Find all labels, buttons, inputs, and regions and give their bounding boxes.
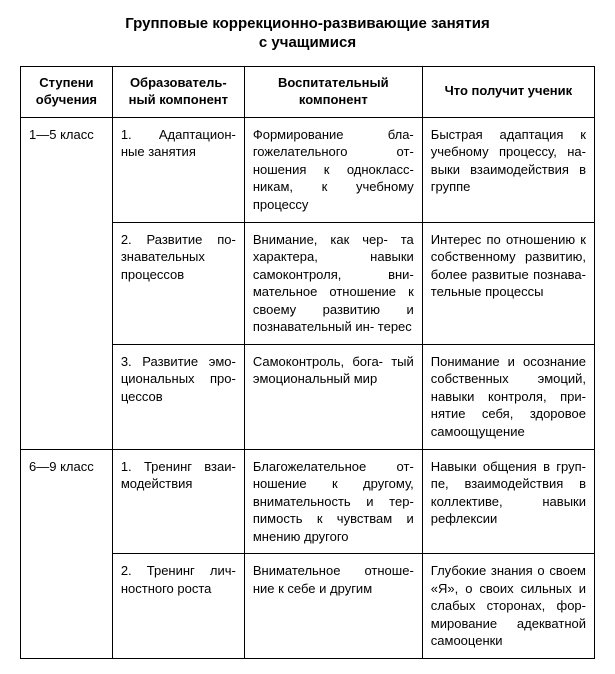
main-table: Ступени обучения Образователь- ный компо… — [20, 66, 595, 659]
result-cell: Глубокие знания о своем «Я», о своих сил… — [422, 554, 594, 659]
header-col3: Воспитательный компонент — [244, 67, 422, 118]
result-cell: Навыки общения в груп- пе, взаимодействи… — [422, 449, 594, 554]
edu-cell: 1. Адаптацион- ные занятия — [112, 117, 244, 222]
level-cell: 6—9 класс — [21, 449, 113, 658]
result-cell: Быстрая адаптация к учебному процессу, н… — [422, 117, 594, 222]
vosp-cell: Формирование бла- гожелательного от- нош… — [244, 117, 422, 222]
result-cell: Понимание и осознание собственных эмоций… — [422, 344, 594, 449]
page-title-line1: Групповые коррекционно-развивающие занят… — [20, 15, 595, 32]
header-col4: Что получит ученик — [422, 67, 594, 118]
level-cell: 1—5 класс — [21, 117, 113, 449]
edu-cell: 2. Развитие по- знавательных процессов — [112, 222, 244, 344]
page-title-line2: с учащимися — [20, 34, 595, 51]
edu-cell: 3. Развитие эмо- циональных про- цессов — [112, 344, 244, 449]
vosp-cell: Внимание, как чер- та характера, навыки … — [244, 222, 422, 344]
table-header-row: Ступени обучения Образователь- ный компо… — [21, 67, 595, 118]
edu-cell: 2. Тренинг лич- ностного роста — [112, 554, 244, 659]
table-row: 1—5 класс1. Адаптацион- ные занятияФорми… — [21, 117, 595, 222]
table-row: 6—9 класс1. Тренинг взаи- модействияБлаг… — [21, 449, 595, 554]
header-col1: Ступени обучения — [21, 67, 113, 118]
vosp-cell: Внимательное отноше- ние к себе и другим — [244, 554, 422, 659]
edu-cell: 1. Тренинг взаи- модействия — [112, 449, 244, 554]
vosp-cell: Самоконтроль, бога- тый эмоциональный ми… — [244, 344, 422, 449]
result-cell: Интерес по отношению к собственному разв… — [422, 222, 594, 344]
vosp-cell: Благожелательное от- ношение к другому, … — [244, 449, 422, 554]
header-col2: Образователь- ный компонент — [112, 67, 244, 118]
